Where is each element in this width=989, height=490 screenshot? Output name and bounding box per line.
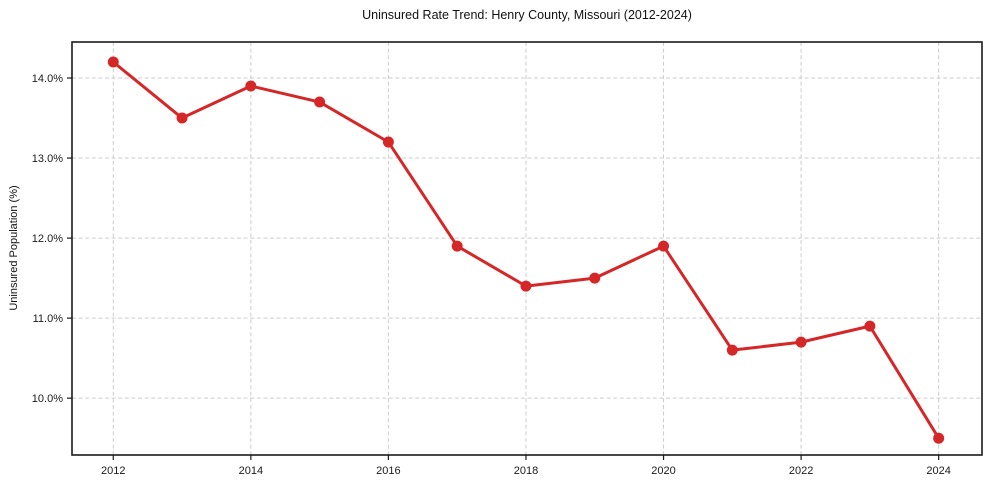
plot-frame xyxy=(71,41,983,456)
data-point xyxy=(726,344,738,356)
data-point xyxy=(107,56,119,68)
data-point xyxy=(314,96,326,108)
x-tick-label: 2014 xyxy=(239,465,263,477)
y-tick-label: 11.0% xyxy=(33,313,64,325)
x-tick-label: 2016 xyxy=(376,465,400,477)
data-point xyxy=(451,240,463,252)
data-point xyxy=(658,240,670,252)
chart-title: Uninsured Rate Trend: Henry County, Miss… xyxy=(362,8,692,22)
data-point xyxy=(933,432,945,444)
data-point xyxy=(795,336,807,348)
x-tick-label: 2012 xyxy=(101,465,125,477)
y-tick-label: 13.0% xyxy=(32,153,63,165)
data-point xyxy=(589,272,601,284)
data-point xyxy=(520,280,532,292)
x-tick-label: 2024 xyxy=(926,465,950,477)
x-tick-label: 2020 xyxy=(651,465,675,477)
y-tick-label: 14.0% xyxy=(32,73,63,85)
y-tick-label: 12.0% xyxy=(32,233,63,245)
x-tick-label: 2022 xyxy=(789,465,813,477)
data-point xyxy=(864,320,876,332)
x-tick-label: 2018 xyxy=(514,465,538,477)
data-point xyxy=(382,136,394,148)
data-point xyxy=(176,112,188,124)
data-point xyxy=(245,80,257,92)
y-tick-label: 10.0% xyxy=(32,393,63,405)
